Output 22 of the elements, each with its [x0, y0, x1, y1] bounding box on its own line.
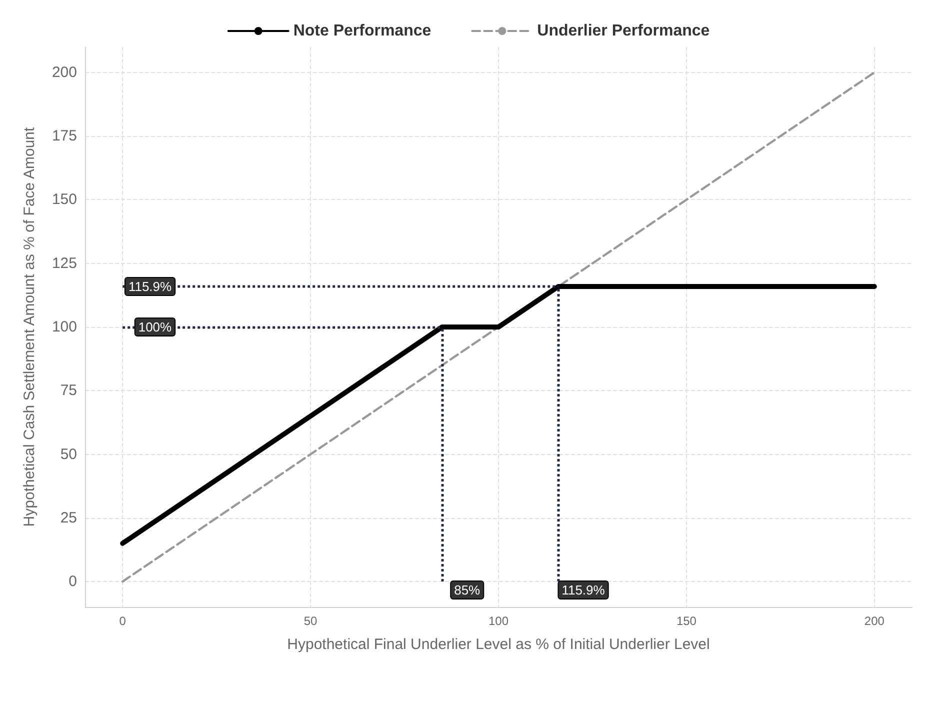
- y-tick-label: 50: [60, 446, 77, 463]
- y-tick-label: 150: [52, 191, 77, 208]
- x-tick-label: 0: [119, 614, 126, 628]
- y-tick-label: 125: [52, 254, 77, 272]
- y-tick-label: 0: [68, 573, 77, 590]
- ref-line-label: 115.9%: [128, 279, 172, 294]
- ref-line-label: 85%: [454, 582, 481, 598]
- x-tick-label: 150: [676, 614, 697, 628]
- x-axis-title: Hypothetical Final Underlier Level as % of Initial Underlier Level: [287, 636, 710, 653]
- ref-line-label: 115.9%: [562, 582, 606, 598]
- x-tick-label: 50: [304, 614, 318, 628]
- ref-line-label: 100%: [138, 320, 172, 334]
- legend-label: Note Performance: [293, 22, 432, 40]
- y-tick-label: 175: [52, 128, 77, 145]
- legend-label: Underlier Performance: [537, 22, 710, 40]
- y-tick-label: 75: [60, 382, 77, 400]
- y-tick-label: 25: [60, 509, 77, 526]
- y-tick-label: 100: [52, 318, 77, 336]
- y-axis-title: Hypothetical Cash Settlement Amount as % of Face Amount: [21, 126, 38, 527]
- y-tick-label: 200: [52, 64, 77, 81]
- x-tick-label: 200: [864, 614, 885, 628]
- x-tick-label: 100: [488, 614, 509, 628]
